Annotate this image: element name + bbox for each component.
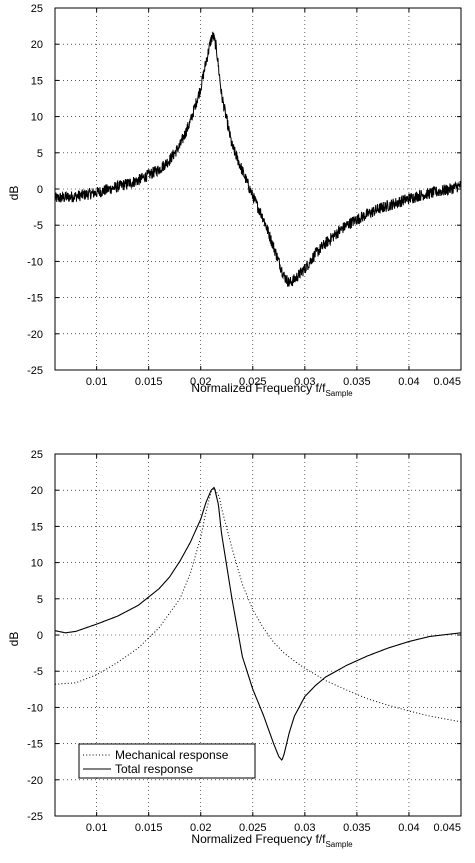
y-tick-label: 5 xyxy=(37,148,43,160)
x-tick-label: 0.025 xyxy=(239,822,267,834)
chart-1: 0.01 0.015 0.02 0.025 0.03 0.035 0.04 0.045 -25 -… xyxy=(7,3,462,398)
x-tick-label: 0.01 xyxy=(86,822,107,834)
series-line-mechanical-response xyxy=(54,487,462,723)
y-tick-label: 0 xyxy=(37,630,43,642)
y-tick-label: 10 xyxy=(31,558,43,570)
y-tick-label: -25 xyxy=(27,365,43,377)
x-axis-label: Normalized Frequency f/fSample xyxy=(191,832,353,849)
y-tick-label: 15 xyxy=(31,521,43,533)
y-tick-label: -20 xyxy=(27,775,43,787)
y-tick-label: -5 xyxy=(33,220,43,232)
series-line-1 xyxy=(54,31,462,287)
x-tick-label: 0.01 xyxy=(86,376,107,388)
y-tick-label: 15 xyxy=(31,75,43,87)
x-tick-label: 0.015 xyxy=(135,822,163,834)
chart-2: 0.01 0.015 0.02 0.025 0.03 0.035 0.04 0.045 -25 -… xyxy=(7,449,462,849)
y-tick-label: -15 xyxy=(27,293,43,305)
y-tick-label: -20 xyxy=(27,329,43,341)
x-tick-label: 0.02 xyxy=(190,376,211,388)
y-tick-label: 25 xyxy=(31,449,43,461)
x-tick-label: 0.03 xyxy=(294,376,315,388)
x-tick-label: 0.035 xyxy=(343,376,371,388)
x-tick-label: 0.045 xyxy=(433,822,461,834)
series-line-total-response xyxy=(54,486,462,761)
x-tick-label: 0.04 xyxy=(398,822,419,834)
y-tick-label: -10 xyxy=(27,256,43,268)
legend-box xyxy=(78,743,256,779)
y-tick-label: -5 xyxy=(33,666,43,678)
y-tick-label: 20 xyxy=(31,39,43,51)
x-tick-label: 0.015 xyxy=(135,376,163,388)
y-tick-label: 10 xyxy=(31,112,43,124)
y-tick-label: -15 xyxy=(27,739,43,751)
y-tick-label: 20 xyxy=(31,485,43,497)
legend-label: Mechanical response xyxy=(115,748,229,762)
x-tick-label: 0.025 xyxy=(239,376,267,388)
y-tick-label: 25 xyxy=(31,3,43,15)
y-tick-label: 5 xyxy=(37,594,43,606)
x-tick-label: 0.045 xyxy=(433,376,461,388)
y-tick-label: -10 xyxy=(27,702,43,714)
x-tick-label: 0.03 xyxy=(294,822,315,834)
y-axis-label: dB xyxy=(7,632,21,647)
y-axis-label: dB xyxy=(7,186,21,201)
x-axis-label: Normalized Frequency f/fSample xyxy=(191,381,353,398)
x-tick-label: 0.035 xyxy=(343,822,371,834)
x-tick-label: 0.02 xyxy=(190,822,211,834)
y-tick-label: -25 xyxy=(27,811,43,823)
x-tick-label: 0.04 xyxy=(398,376,419,388)
y-tick-label: 0 xyxy=(37,184,43,196)
legend-label: Total response xyxy=(115,762,193,776)
